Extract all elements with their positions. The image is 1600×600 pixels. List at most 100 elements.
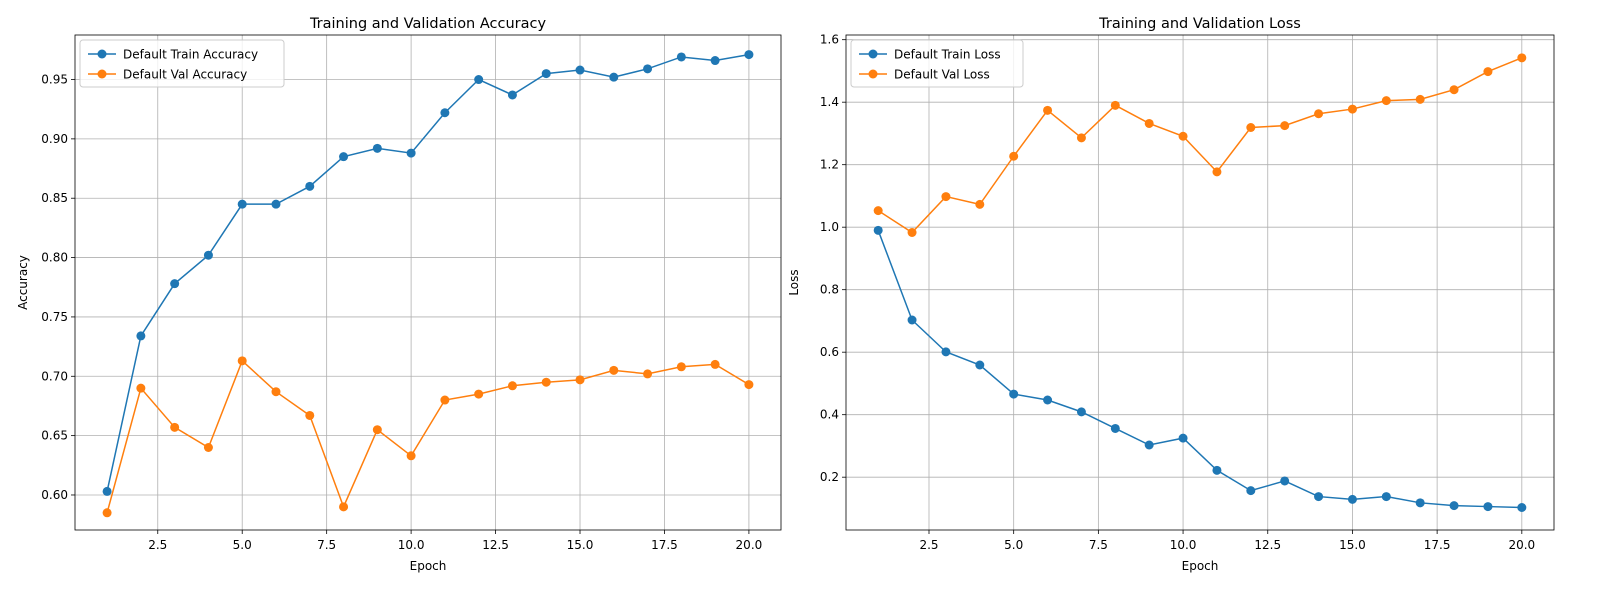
loss-data-point [1144, 118, 1154, 128]
accuracy-data-point [440, 108, 450, 118]
loss-xtick-label: 17.5 [1424, 538, 1451, 552]
loss-axes-frame [845, 34, 1555, 531]
accuracy-xtick-label: 15.0 [567, 538, 594, 552]
loss-ytick-label: 0.8 [820, 283, 839, 297]
loss-data-point [1246, 486, 1256, 496]
accuracy-y-axis-label: Accuracy [16, 255, 30, 310]
accuracy-xtick-label: 2.5 [148, 538, 167, 552]
loss-ytick-label: 0.2 [820, 470, 839, 484]
loss-legend-label: Default Train Loss [894, 48, 1001, 62]
loss-data-point [1178, 131, 1188, 141]
accuracy-data-point [170, 279, 180, 289]
loss-xtick-label: 7.5 [1089, 538, 1108, 552]
accuracy-data-point [744, 50, 754, 60]
loss-series-val [873, 53, 1527, 237]
accuracy-data-point [440, 395, 450, 405]
accuracy-data-point [136, 331, 146, 341]
accuracy-data-point [676, 362, 686, 372]
accuracy-data-point [305, 410, 315, 420]
loss-x-axis-label: Epoch [1182, 559, 1219, 573]
accuracy-data-point [339, 502, 349, 512]
accuracy-data-point [372, 143, 382, 153]
loss-legend: Default Train Loss Default Val Loss [850, 39, 1024, 88]
loss-data-point [1449, 501, 1459, 511]
loss-data-point [907, 315, 917, 325]
accuracy-data-point [203, 443, 213, 452]
loss-data-point [907, 228, 917, 237]
accuracy-xtick-label: 20.0 [736, 538, 763, 552]
accuracy-axes-frame [74, 34, 782, 531]
loss-data-point [975, 199, 985, 209]
loss-data-point [1314, 109, 1324, 119]
loss-data-point [1212, 465, 1222, 475]
accuracy-data-point [541, 377, 551, 387]
loss-xtick-label: 2.5 [919, 538, 938, 552]
accuracy-data-point [507, 90, 517, 100]
accuracy-legend-label: Default Val Accuracy [123, 68, 247, 82]
accuracy-data-point [237, 356, 247, 366]
loss-data-point [1517, 503, 1527, 512]
accuracy-data-point [271, 199, 281, 209]
accuracy-data-point [372, 425, 382, 435]
loss-xtick-label: 15.0 [1339, 538, 1366, 552]
loss-data-point [1076, 133, 1086, 143]
accuracy-data-point [102, 486, 112, 496]
loss-data-point [1009, 151, 1019, 161]
loss-data-point [1144, 440, 1154, 450]
accuracy-data-point [643, 369, 653, 379]
accuracy-series-val [102, 356, 754, 518]
accuracy-data-point [339, 152, 349, 162]
loss-data-point [1314, 492, 1324, 502]
loss-data-point [1043, 105, 1053, 115]
loss-series-line [877, 230, 1522, 509]
loss-data-point [1110, 100, 1120, 110]
accuracy-ytick-label: 0.80 [41, 251, 68, 265]
loss-xtick-label: 12.5 [1254, 538, 1281, 552]
loss-data-point [1483, 67, 1493, 77]
loss-data-point [941, 347, 951, 357]
accuracy-ytick-label: 0.85 [41, 191, 68, 205]
loss-data-point [1110, 423, 1120, 433]
loss-legend-marker [868, 69, 878, 79]
loss-data-point [1449, 85, 1459, 95]
loss-data-point [1347, 104, 1357, 114]
accuracy-data-point [406, 148, 416, 158]
accuracy-x-axis-label: Epoch [410, 559, 447, 573]
accuracy-series-train [102, 50, 754, 496]
loss-data-point [1009, 389, 1019, 399]
accuracy-data-point [609, 365, 619, 375]
accuracy-data-point [271, 387, 281, 397]
loss-series-line [877, 57, 1523, 234]
accuracy-data-point [744, 380, 754, 390]
loss-data-point [1415, 94, 1425, 104]
accuracy-xtick-label: 7.5 [317, 538, 336, 552]
loss-data-point [1381, 96, 1391, 106]
loss-data-point [1178, 433, 1188, 443]
accuracy-data-point [609, 72, 619, 82]
loss-data-point [1043, 395, 1053, 405]
accuracy-xtick-label: 17.5 [651, 538, 678, 552]
accuracy-series-line [106, 359, 750, 513]
accuracy-ytick-label: 0.60 [41, 488, 68, 502]
loss-ytick-label: 0.6 [820, 345, 839, 359]
accuracy-chart-title: Training and Validation Accuracy [309, 16, 547, 32]
loss-data-point [941, 192, 951, 202]
loss-ytick-label: 1.0 [820, 220, 839, 234]
loss-data-point [1347, 494, 1357, 504]
loss-y-axis-label: Loss [787, 269, 801, 295]
accuracy-chart: 2.5 5.0 7.5 10.0 12.5 15.0 17.5 20.0 0.60 0.65 0.7… [16, 16, 782, 573]
loss-data-point [1415, 498, 1425, 508]
accuracy-ytick-label: 0.75 [41, 310, 68, 324]
accuracy-legend-label: Default Train Accuracy [123, 48, 258, 62]
loss-data-point [1381, 492, 1391, 502]
accuracy-data-point [643, 64, 653, 74]
accuracy-data-point [541, 69, 551, 79]
accuracy-data-point [305, 181, 315, 191]
accuracy-legend-marker [97, 69, 107, 79]
accuracy-data-point [575, 375, 585, 385]
accuracy-legend: Default Train Accuracy Default Val Accura… [79, 39, 285, 88]
loss-legend-label: Default Val Loss [894, 68, 990, 82]
accuracy-ytick-label: 0.90 [41, 132, 68, 146]
